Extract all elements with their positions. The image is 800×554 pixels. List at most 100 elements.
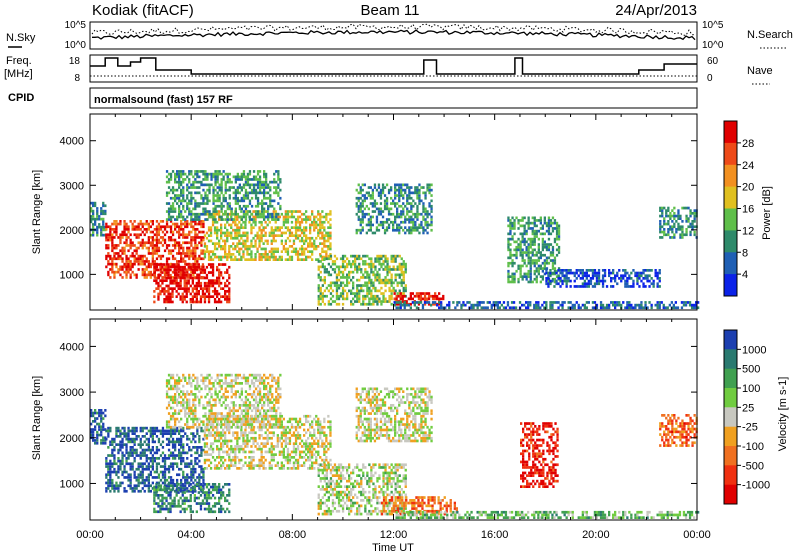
heatmap-cell — [244, 212, 248, 216]
heatmap-cell — [539, 256, 542, 260]
heatmap-cell — [358, 262, 361, 266]
heatmap-cell — [525, 221, 528, 225]
heatmap-cell — [553, 269, 557, 273]
heatmap-cell — [517, 243, 520, 246]
heatmap-cell — [672, 306, 675, 310]
heatmap-cell — [192, 196, 195, 200]
heatmap-cell — [396, 207, 399, 211]
heatmap-cell — [165, 230, 169, 234]
heatmap-cell — [167, 249, 171, 253]
heatmap-cell — [234, 245, 237, 248]
heatmap-cell — [90, 428, 93, 431]
heatmap-cell — [408, 202, 411, 205]
heatmap-cell — [373, 210, 377, 213]
heatmap-cell — [697, 306, 700, 310]
heatmap-cell — [226, 204, 229, 208]
heatmap-cell — [547, 274, 550, 278]
heatmap-cell — [228, 172, 231, 176]
heatmap-cell — [279, 207, 282, 211]
heatmap-cell — [180, 180, 183, 184]
heatmap-cell — [213, 228, 217, 232]
heatmap-cell — [303, 212, 306, 216]
heatmap-cell — [484, 306, 487, 310]
heatmap-cell — [644, 274, 647, 278]
heatmap-cell — [141, 262, 144, 266]
heatmap-cell — [115, 233, 118, 237]
heatmap-cell — [537, 259, 540, 262]
heatmap-cell — [171, 254, 175, 258]
heatmap-cell — [230, 212, 233, 216]
heatmap-cell — [303, 253, 306, 256]
heatmap-cell — [307, 255, 310, 259]
heatmap-cell — [673, 236, 676, 239]
heatmap-cell — [161, 459, 165, 463]
heatmap-cell — [531, 259, 534, 262]
heatmap-cell — [577, 303, 580, 307]
heatmap-cell — [216, 247, 219, 251]
heatmap-cell — [133, 473, 136, 477]
heatmap-cell — [202, 207, 205, 211]
heatmap-cell — [294, 250, 298, 253]
heatmap-cell — [386, 270, 389, 274]
heatmap-cell — [133, 443, 136, 446]
heatmap-cell — [374, 257, 377, 261]
heatmap-cell — [374, 276, 377, 279]
heatmap-cell — [537, 303, 540, 307]
heatmap-cell — [165, 222, 169, 226]
heatmap-cell — [390, 257, 393, 261]
heatmap-cell — [559, 285, 562, 288]
heatmap-cell — [242, 210, 246, 213]
heatmap-cell — [317, 234, 320, 237]
heatmap-cell — [117, 244, 120, 247]
heatmap-cell — [378, 268, 381, 271]
heatmap-cell — [687, 225, 690, 229]
heatmap-cell — [167, 467, 171, 471]
heatmap-cell — [210, 212, 213, 216]
heatmap-cell — [549, 301, 552, 304]
heatmap-cell — [190, 210, 193, 213]
heatmap-cell — [178, 448, 181, 452]
heatmap-cell — [192, 175, 195, 179]
heatmap-cell — [498, 306, 501, 310]
heatmap-cell — [147, 443, 150, 446]
heatmap-cell — [212, 186, 215, 189]
heatmap-cell — [186, 473, 189, 477]
heatmap-cell — [169, 496, 172, 500]
heatmap-cell — [213, 247, 217, 251]
heatmap-cell — [222, 178, 225, 181]
heatmap-cell — [194, 233, 197, 237]
heatmap-cell — [213, 226, 217, 229]
heatmap-cell — [329, 245, 332, 248]
heatmap-cell — [107, 454, 110, 457]
heatmap-cell — [129, 241, 132, 245]
heatmap-cell — [220, 180, 223, 184]
heatmap-cell — [161, 473, 165, 477]
heatmap-cell — [659, 214, 662, 218]
heatmap-cell — [640, 301, 643, 304]
heatmap-cell — [171, 488, 174, 492]
heatmap-cell — [90, 409, 93, 412]
heatmap-cell — [415, 294, 419, 298]
heatmap-cell — [244, 245, 247, 248]
heatmap-cell — [133, 257, 136, 261]
heatmap-cell — [547, 221, 551, 225]
heatmap-cell — [494, 303, 497, 307]
heatmap-cell — [115, 222, 118, 226]
heatmap-cell — [181, 300, 184, 304]
heatmap-cell — [107, 244, 110, 247]
heatmap-cell — [196, 257, 199, 261]
heatmap-cell — [537, 248, 540, 252]
heatmap-cell — [693, 233, 696, 237]
heatmap-cell — [661, 206, 664, 210]
heatmap-cell — [319, 215, 322, 219]
heatmap-cell — [506, 303, 510, 307]
heatmap-cell — [163, 300, 166, 304]
heatmap-cell — [135, 225, 138, 229]
heatmap-cell — [413, 303, 416, 307]
heatmap-cell — [410, 228, 413, 232]
heatmap-cell — [201, 268, 205, 272]
heatmap-cell — [367, 220, 370, 224]
heatmap-cell — [188, 178, 191, 181]
heatmap-cell — [270, 255, 273, 259]
heatmap-cell — [438, 306, 441, 310]
